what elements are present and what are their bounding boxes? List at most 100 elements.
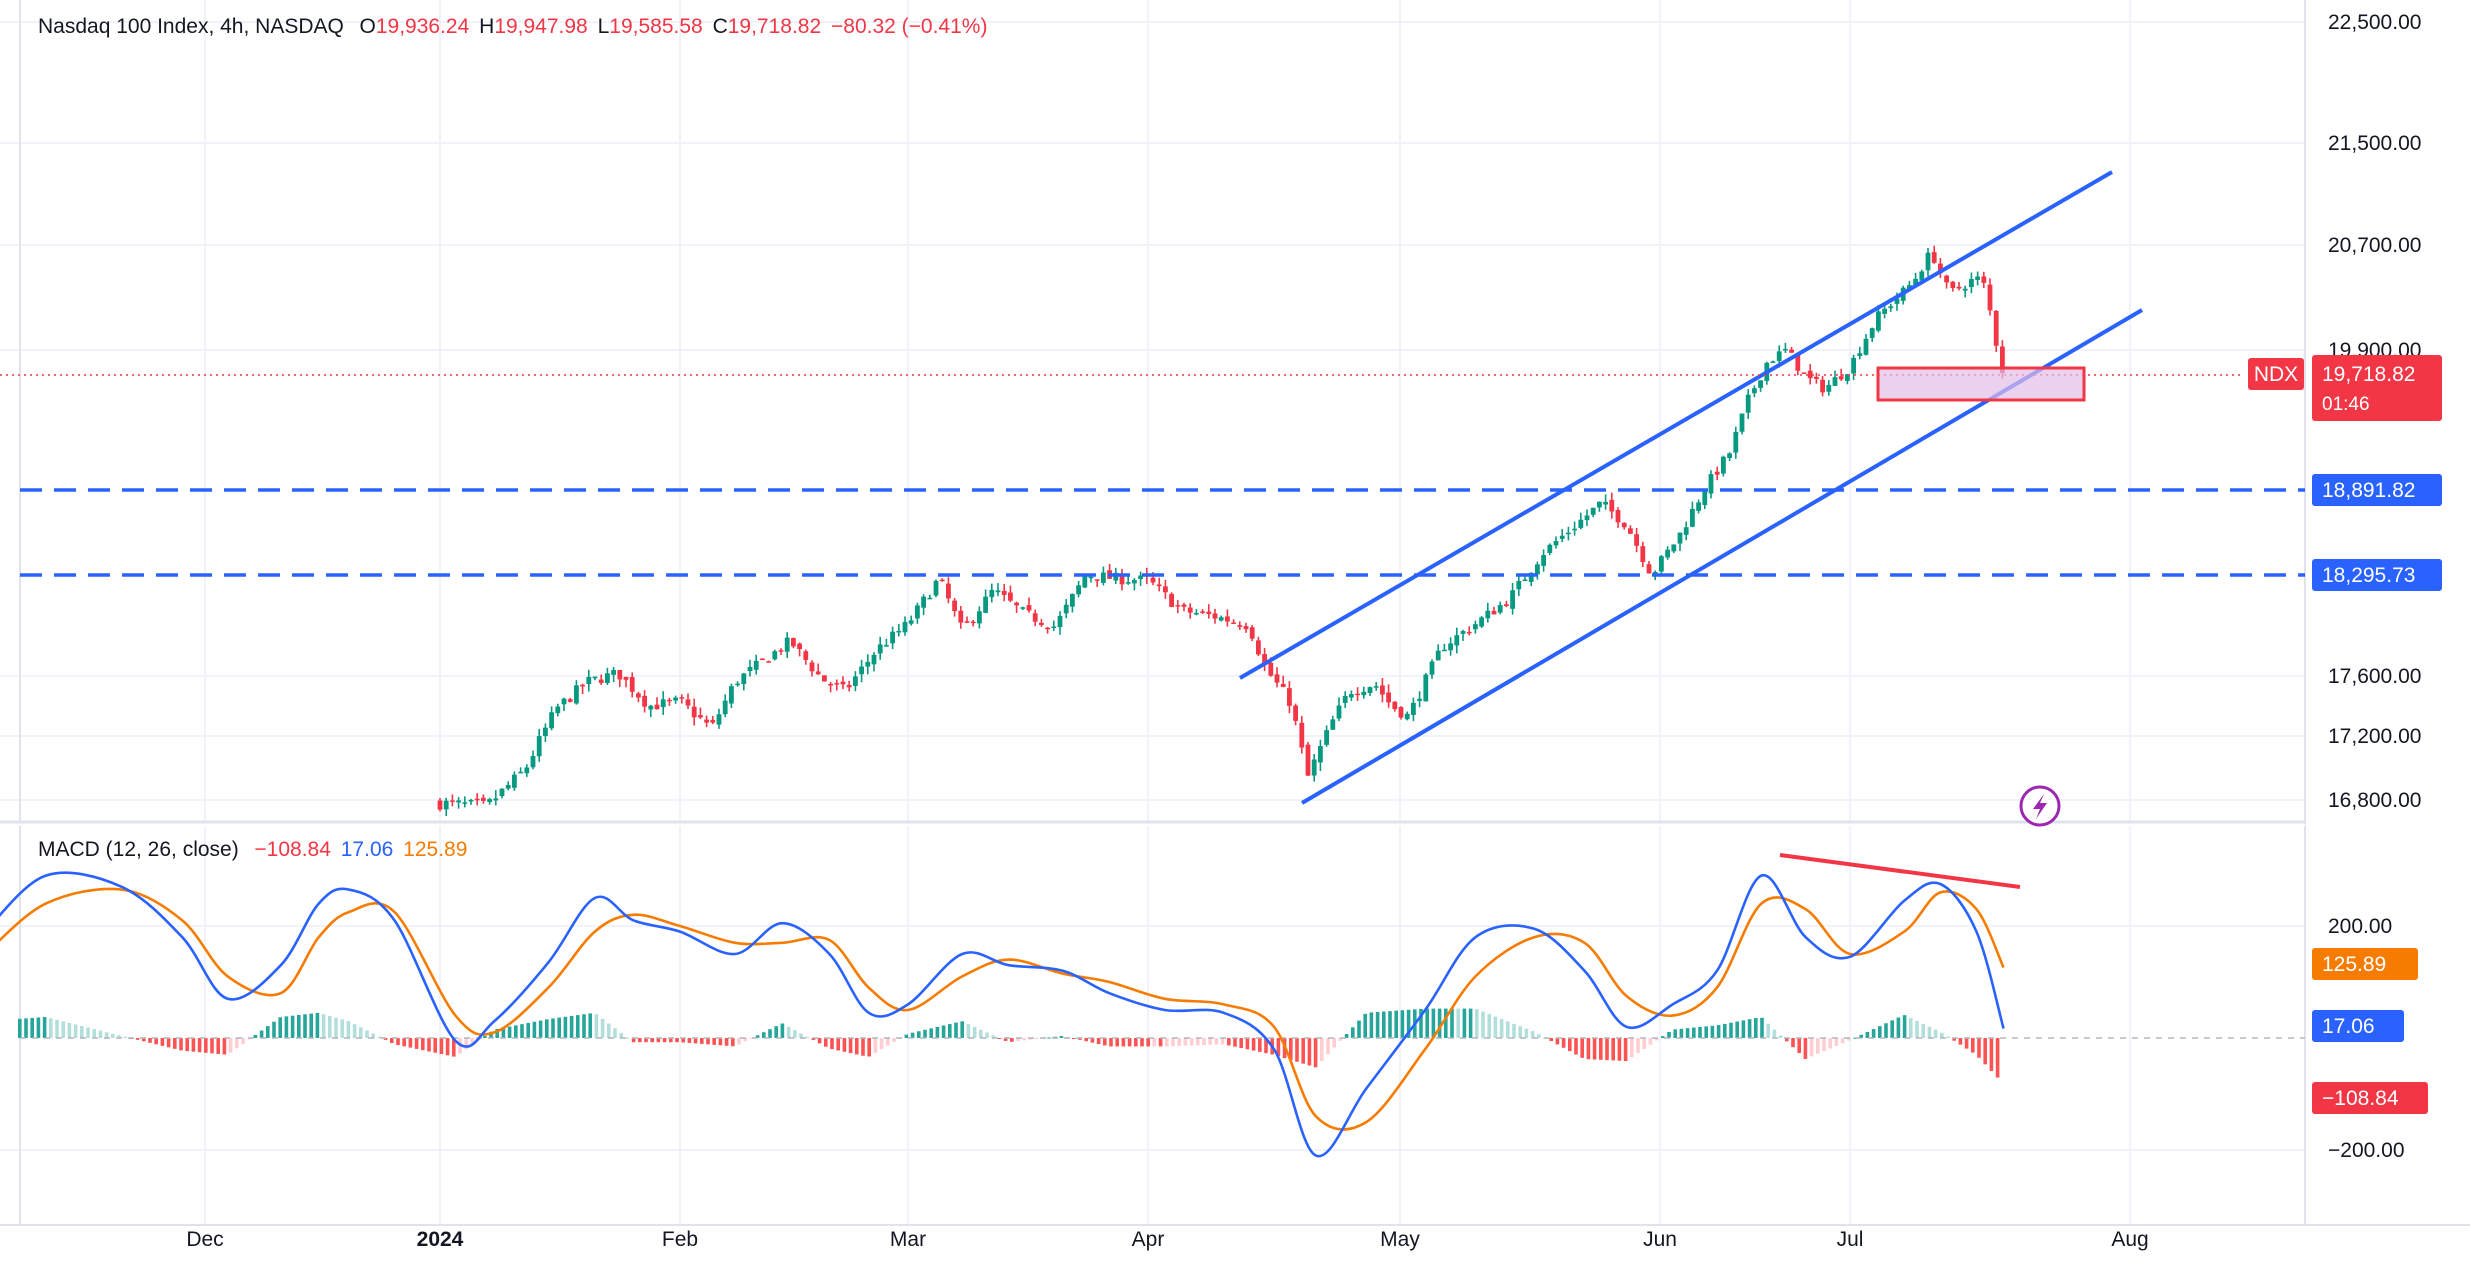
candle-body (1752, 388, 1757, 394)
candle-body (927, 597, 933, 600)
histogram-bar (352, 1024, 357, 1038)
histogram-bar (1785, 1038, 1789, 1042)
candle-body (871, 654, 877, 665)
histogram-bar (1220, 1038, 1225, 1045)
candle (1758, 380, 1763, 392)
candle (1572, 521, 1577, 536)
ticker-badge: NDX (2254, 363, 2298, 386)
candle-body (1869, 328, 1875, 338)
macd-legend-signal: 125.89 (403, 838, 468, 861)
candle-body (586, 676, 592, 685)
candle-body (710, 719, 716, 723)
histogram-bar (1971, 1038, 1975, 1053)
histogram-bar (1977, 1038, 1981, 1058)
candle (710, 715, 716, 725)
histogram-bar (1109, 1038, 1113, 1047)
histogram-bar (1090, 1038, 1095, 1043)
histogram-bar (495, 1028, 499, 1038)
candle (970, 619, 976, 627)
candle-body (1169, 593, 1174, 607)
candle (1646, 561, 1652, 574)
support-zone (1876, 366, 2086, 402)
candle-body (1330, 719, 1336, 730)
candle (1045, 626, 1050, 634)
candle-body (443, 800, 449, 810)
histogram-bar (638, 1038, 642, 1043)
histogram-bar (836, 1038, 840, 1051)
candle (1851, 354, 1856, 381)
candle (623, 676, 629, 688)
candle (1404, 711, 1410, 721)
histogram-bar (1611, 1038, 1615, 1061)
histogram-bar (1723, 1023, 1727, 1038)
candle-body (1795, 354, 1801, 371)
candle-body (474, 798, 480, 801)
candle-body (549, 712, 554, 729)
candle (1497, 601, 1503, 615)
candle-body (1652, 571, 1658, 574)
histogram-bar (600, 1018, 605, 1038)
time-axis-tick: 2024 (417, 1228, 464, 1251)
histogram-bar (811, 1038, 816, 1041)
candle (1082, 576, 1088, 589)
candle (772, 649, 778, 661)
histogram-bar (1382, 1011, 1386, 1038)
candle (536, 728, 542, 762)
candle (530, 750, 536, 770)
candle-body (530, 755, 536, 768)
histogram-bar (266, 1026, 270, 1038)
histogram-bar (1165, 1038, 1169, 1047)
candle-body (1770, 361, 1776, 363)
histogram-bar (421, 1038, 425, 1051)
candle-body (1671, 544, 1677, 552)
histogram-bar (315, 1012, 320, 1038)
histogram-bar (452, 1038, 456, 1057)
candle (1032, 609, 1038, 627)
histogram-bar (1307, 1038, 1312, 1066)
histogram-bar (538, 1020, 543, 1038)
candle (797, 642, 802, 657)
histogram-bar (1506, 1021, 1510, 1038)
histogram-bar (774, 1026, 778, 1038)
histogram-bar (1654, 1038, 1659, 1041)
histogram-bar (427, 1038, 431, 1052)
candle-body (1175, 605, 1181, 607)
candle (1888, 303, 1894, 312)
candle (1820, 376, 1825, 397)
candle (1008, 585, 1013, 603)
histogram-bar (631, 1038, 636, 1043)
candle (809, 660, 815, 677)
histogram-bar (1301, 1038, 1305, 1064)
candle-body (1646, 564, 1652, 574)
candle-body (1256, 640, 1261, 655)
candle-body (1373, 686, 1379, 688)
histogram-bar (210, 1038, 214, 1054)
candle-body (1702, 491, 1708, 506)
candle-body (729, 686, 734, 704)
candle-body (1386, 692, 1391, 703)
candle (1132, 578, 1137, 591)
candle (1101, 566, 1106, 586)
price-axis-tick: 17,600.00 (2328, 665, 2421, 688)
histogram-bar (1853, 1037, 1857, 1039)
histogram-bar (377, 1036, 382, 1038)
histogram-bar (1952, 1038, 1956, 1041)
candle-body (1404, 713, 1410, 720)
candle-body (1342, 695, 1348, 703)
candle (859, 659, 864, 683)
candle-body (952, 600, 957, 611)
legend-symbol: Nasdaq 100 Index, 4h, NASDAQ (38, 15, 344, 38)
histogram-bar (297, 1014, 301, 1038)
histogram-bar (483, 1036, 487, 1038)
candle (1801, 372, 1807, 374)
candle-body (915, 605, 920, 619)
histogram-bar (1487, 1014, 1491, 1038)
candle-body (673, 697, 678, 701)
histogram-bar (253, 1034, 258, 1038)
candle-body (1020, 607, 1026, 609)
candle (1516, 575, 1522, 596)
histogram-bar (235, 1038, 239, 1049)
candle-body (1057, 616, 1063, 628)
candle-body (1690, 508, 1695, 527)
histogram-bar (1208, 1038, 1212, 1045)
